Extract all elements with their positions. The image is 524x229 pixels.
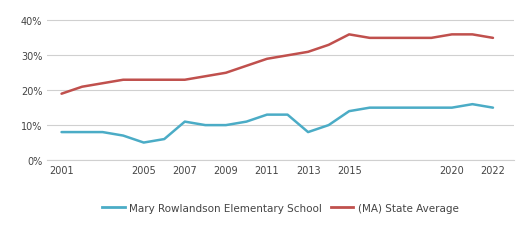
- (MA) State Average: [325, 44, 332, 47]
- Mary Rowlandson Elementary School: [182, 121, 188, 123]
- (MA) State Average: [120, 79, 126, 82]
- Mary Rowlandson Elementary School: [161, 138, 167, 141]
- (MA) State Average: [285, 55, 291, 57]
- Mary Rowlandson Elementary School: [428, 107, 434, 109]
- Legend: Mary Rowlandson Elementary School, (MA) State Average: Mary Rowlandson Elementary School, (MA) …: [98, 199, 463, 217]
- (MA) State Average: [182, 79, 188, 82]
- Mary Rowlandson Elementary School: [387, 107, 394, 109]
- Mary Rowlandson Elementary School: [120, 135, 126, 137]
- Mary Rowlandson Elementary School: [58, 131, 64, 134]
- (MA) State Average: [140, 79, 147, 82]
- (MA) State Average: [387, 37, 394, 40]
- (MA) State Average: [408, 37, 414, 40]
- (MA) State Average: [449, 34, 455, 37]
- Mary Rowlandson Elementary School: [100, 131, 106, 134]
- Line: (MA) State Average: (MA) State Average: [61, 35, 493, 94]
- Mary Rowlandson Elementary School: [285, 114, 291, 117]
- Mary Rowlandson Elementary School: [490, 107, 496, 109]
- (MA) State Average: [243, 65, 249, 68]
- Mary Rowlandson Elementary School: [346, 110, 352, 113]
- Mary Rowlandson Elementary School: [325, 124, 332, 127]
- (MA) State Average: [58, 93, 64, 96]
- Line: Mary Rowlandson Elementary School: Mary Rowlandson Elementary School: [61, 105, 493, 143]
- (MA) State Average: [470, 34, 476, 37]
- Mary Rowlandson Elementary School: [223, 124, 229, 127]
- Mary Rowlandson Elementary School: [243, 121, 249, 123]
- (MA) State Average: [305, 51, 311, 54]
- (MA) State Average: [161, 79, 167, 82]
- Mary Rowlandson Elementary School: [79, 131, 85, 134]
- Mary Rowlandson Elementary School: [408, 107, 414, 109]
- (MA) State Average: [346, 34, 352, 37]
- Mary Rowlandson Elementary School: [140, 142, 147, 144]
- (MA) State Average: [428, 37, 434, 40]
- (MA) State Average: [100, 82, 106, 85]
- (MA) State Average: [264, 58, 270, 61]
- (MA) State Average: [202, 76, 209, 78]
- (MA) State Average: [367, 37, 373, 40]
- Mary Rowlandson Elementary School: [264, 114, 270, 117]
- Mary Rowlandson Elementary School: [367, 107, 373, 109]
- (MA) State Average: [490, 37, 496, 40]
- Mary Rowlandson Elementary School: [202, 124, 209, 127]
- (MA) State Average: [79, 86, 85, 89]
- Mary Rowlandson Elementary School: [470, 103, 476, 106]
- Mary Rowlandson Elementary School: [449, 107, 455, 109]
- (MA) State Average: [223, 72, 229, 75]
- Mary Rowlandson Elementary School: [305, 131, 311, 134]
